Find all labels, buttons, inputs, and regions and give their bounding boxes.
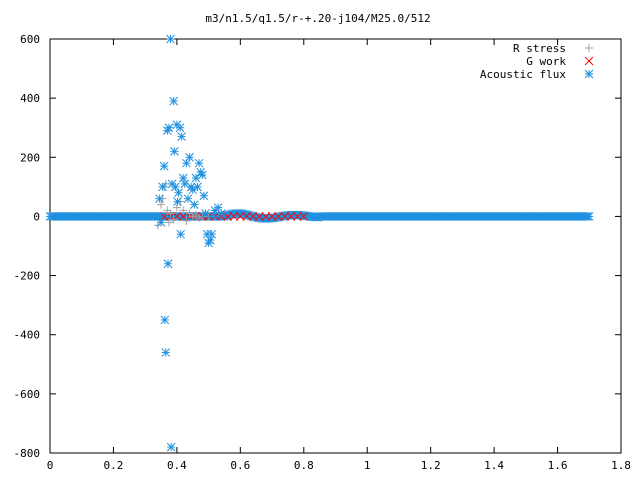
acoustic-flux-point [216, 209, 226, 218]
r-stress-point [182, 216, 191, 225]
acoustic-flux-point [205, 235, 215, 245]
axis-ticks: 0 0.2 0.4 0.6 0.8 1 1.2 1.4 1.6 1.8 600 400 200 0 -200… [14, 33, 631, 472]
x-tick-label: 0.8 [294, 459, 314, 472]
acoustic-flux-point [176, 229, 186, 239]
x-tick-label: 1 [364, 459, 371, 472]
acoustic-flux-point [183, 194, 193, 204]
x-tick-label: 1.4 [484, 459, 504, 472]
x-tick-label: 0.4 [167, 459, 187, 472]
acoustic-flux-point [175, 123, 185, 133]
plot-frame [49, 38, 622, 454]
chart-title: m3/n1.5/q1.5/r-+.20-j104/M25.0/512 [205, 12, 430, 25]
acoustic-flux-point [166, 34, 175, 44]
g-work-point [286, 212, 296, 221]
acoustic-flux-point [201, 209, 210, 218]
acoustic-flux-point [160, 315, 170, 325]
y-tick-label: -200 [14, 270, 41, 283]
g-work-point [261, 212, 271, 221]
acoustic-flux-point [185, 152, 194, 162]
acoustic-flux-point [186, 182, 196, 192]
y-tick-label: 600 [20, 33, 40, 46]
g-work-point [299, 212, 309, 221]
legend-label: Acoustic flux [480, 68, 566, 81]
r-stress-point [166, 209, 175, 218]
acoustic-flux-point [169, 96, 179, 106]
legend-marker [584, 56, 594, 66]
r-stress-point [179, 206, 188, 215]
y-tick-label: 200 [20, 151, 40, 164]
legend-marker [585, 44, 593, 52]
g-work-point [235, 212, 245, 221]
g-work-point [280, 212, 290, 221]
acoustic-flux-point [584, 212, 594, 221]
g-work-point [274, 212, 283, 221]
acoustic-flux-point [174, 188, 183, 198]
acoustic-flux-point [193, 182, 202, 192]
acoustic-flux-point [163, 259, 173, 269]
x-tick-label: 1.6 [548, 459, 568, 472]
y-tick-label: -600 [14, 388, 41, 401]
x-tick-label: 0.2 [104, 459, 124, 472]
legend-label: G work [526, 55, 566, 68]
acoustic-flux-point [166, 442, 176, 452]
x-tick-label: 1.2 [421, 459, 441, 472]
acoustic-flux-point [189, 200, 199, 209]
y-tick-label: -800 [14, 447, 41, 460]
acoustic-flux-baseline [45, 209, 594, 223]
acoustic-flux-point [158, 182, 167, 192]
x-tick-label: 1.8 [611, 459, 631, 472]
g-work-point [293, 212, 302, 221]
acoustic-flux-point [159, 161, 169, 171]
g-work-point [255, 212, 264, 221]
acoustic-flux-point [199, 191, 209, 201]
acoustic-flux-point [197, 170, 207, 180]
acoustic-flux-point [169, 147, 179, 156]
y-tick-label: 0 [33, 210, 40, 223]
acoustic-flux-point [155, 194, 164, 204]
y-tick-label: 400 [20, 92, 40, 105]
acoustic-flux-point [173, 197, 182, 206]
r-stress-point [195, 213, 204, 222]
r-stress-point [188, 212, 197, 221]
r-stress-point [169, 215, 178, 224]
legend-label: R stress [513, 42, 566, 55]
acoustic-flux-point [178, 173, 188, 183]
x-tick-label: 0 [47, 459, 54, 472]
acoustic-flux-point [156, 217, 166, 227]
acoustic-flux-point [194, 158, 204, 168]
r-stress-point [172, 203, 181, 212]
legend-marker [584, 69, 594, 79]
g-work-point [267, 212, 277, 221]
acoustic-flux-point [164, 123, 174, 133]
data-marks [45, 34, 594, 452]
acoustic-flux-point [177, 132, 187, 141]
y-tick-label: -400 [14, 329, 41, 342]
g-work-point [242, 212, 252, 221]
x-tick-label: 0.6 [230, 459, 250, 472]
g-work-point [229, 212, 239, 221]
acoustic-flux-point [207, 229, 217, 239]
r-stress-point [164, 218, 173, 227]
r-stress-point [157, 200, 166, 209]
acoustic-flux-point [161, 348, 171, 357]
g-work-point [248, 212, 258, 221]
acoustic-flux-point [209, 212, 218, 221]
